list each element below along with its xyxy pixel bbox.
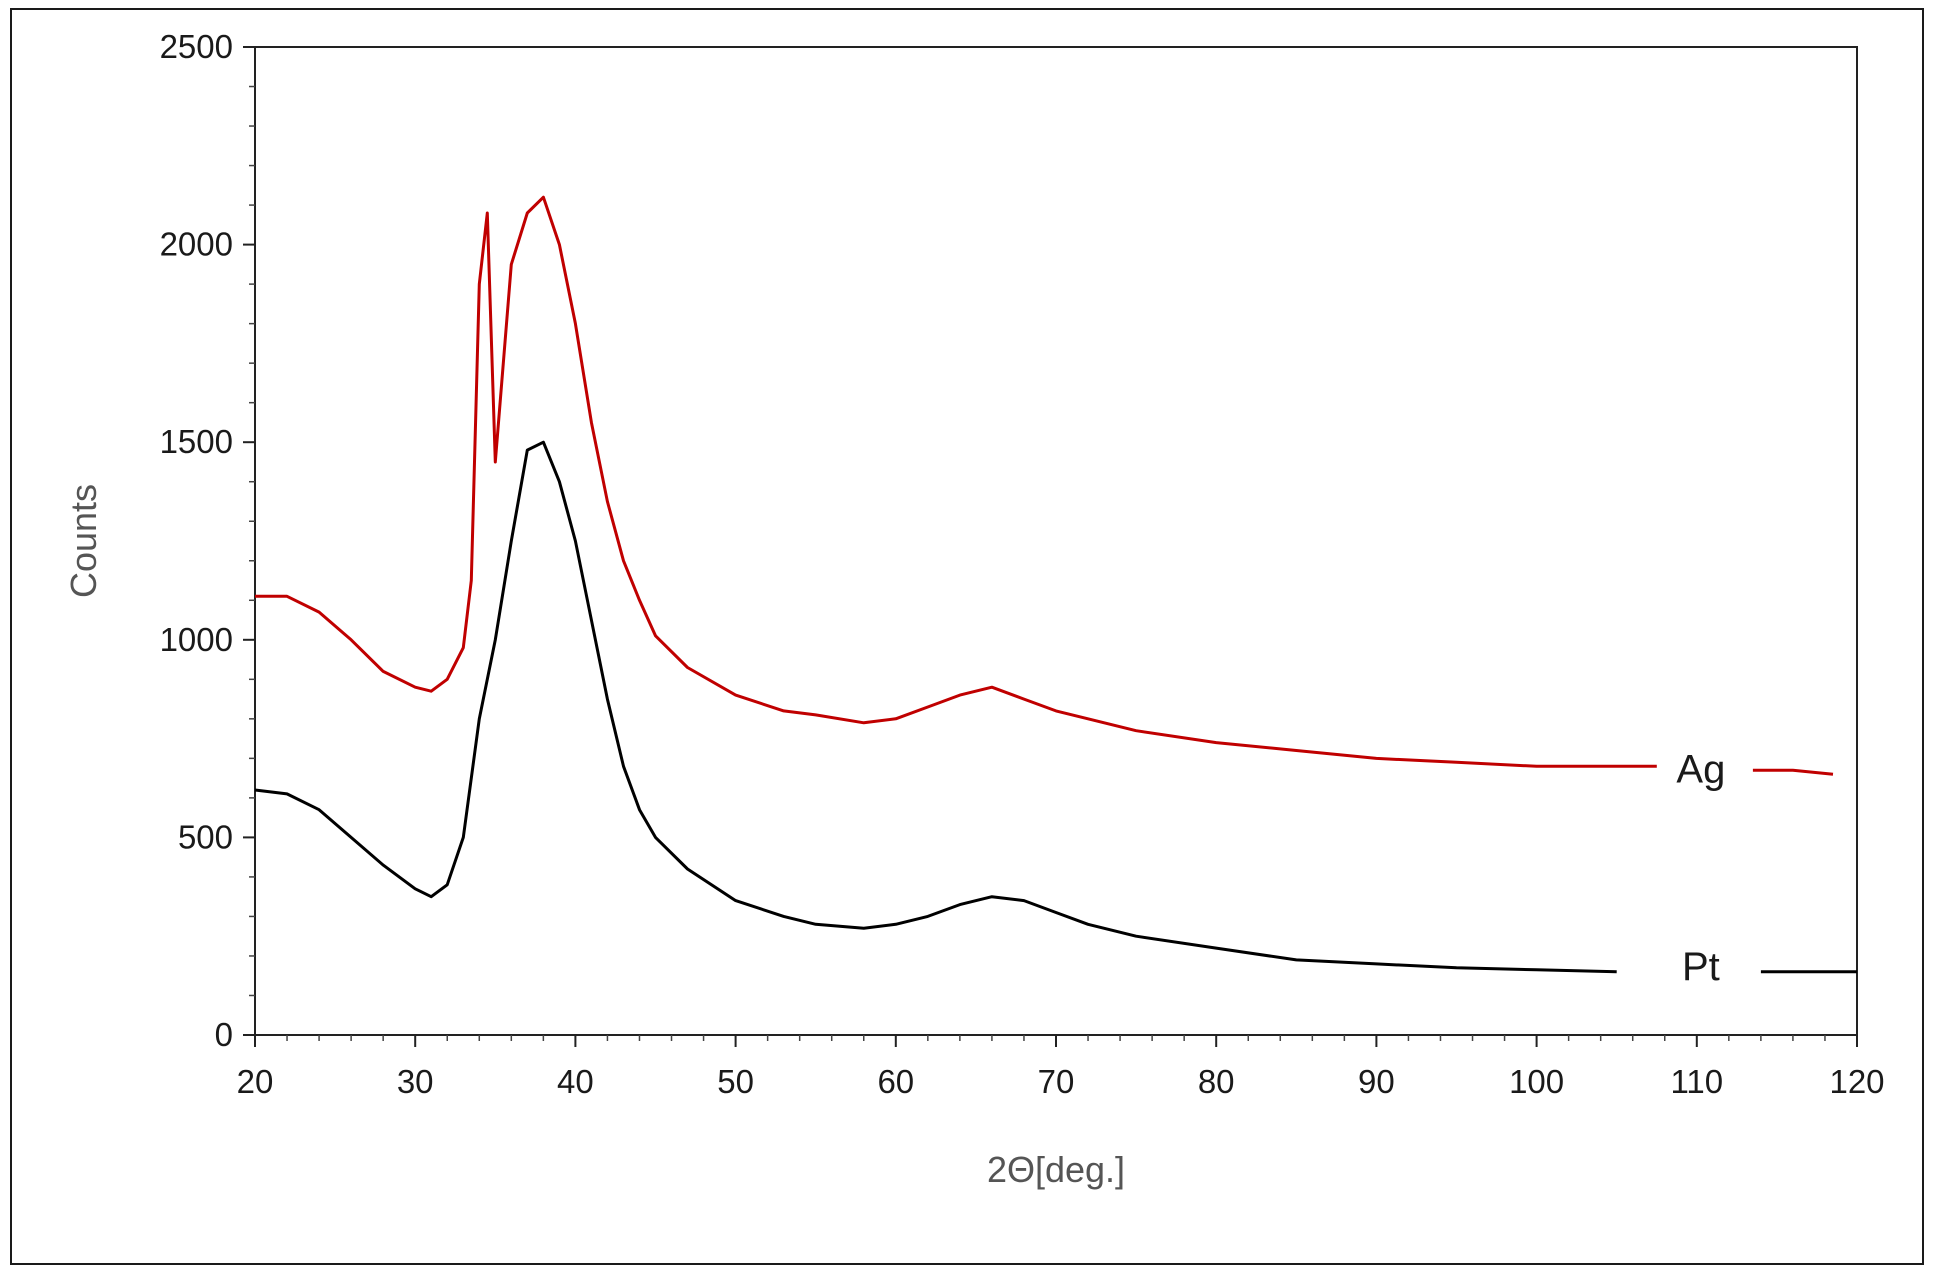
x-tick-label: 20	[237, 1063, 274, 1100]
y-axis-title: Counts	[63, 484, 104, 598]
x-tick-label: 70	[1038, 1063, 1075, 1100]
y-tick-label: 2000	[160, 226, 233, 263]
x-tick-label: 60	[877, 1063, 914, 1100]
x-tick-label: 40	[557, 1063, 594, 1100]
series-label-ag: Ag	[1676, 747, 1725, 791]
plot-area	[254, 46, 1858, 1036]
x-tick-label: 100	[1509, 1063, 1564, 1100]
series-lines	[254, 195, 1857, 974]
x-tick-label: 110	[1670, 1063, 1723, 1100]
x-tick-label: 50	[717, 1063, 754, 1100]
x-tick-label: 80	[1198, 1063, 1235, 1100]
series-label-pt: Pt	[1682, 945, 1720, 989]
series-line-ag-tail	[1752, 768, 1834, 776]
x-tick-label: 30	[397, 1063, 434, 1100]
y-tick-label: 0	[215, 1016, 233, 1053]
series-labels: Ag Pt	[1676, 747, 1725, 989]
y-axis: 0 500 1000 1500 2000 2500	[160, 28, 255, 1053]
figure-frame	[10, 8, 1924, 1265]
x-tick-label: 90	[1358, 1063, 1395, 1100]
y-tick-label: 1500	[160, 423, 233, 460]
y-tick-label: 500	[178, 818, 233, 855]
x-axis-title: 2Θ[deg.]	[987, 1149, 1125, 1190]
x-axis: 20 30 40 50 60 70 80 90 100 110 120	[237, 1035, 1885, 1100]
y-tick-label: 1000	[160, 621, 233, 658]
x-tick-label: 120	[1829, 1063, 1884, 1100]
plot-border	[254, 46, 1858, 1036]
series-line-pt	[254, 440, 1617, 974]
series-line-ag	[255, 195, 1657, 768]
y-tick-label: 2500	[160, 28, 233, 65]
